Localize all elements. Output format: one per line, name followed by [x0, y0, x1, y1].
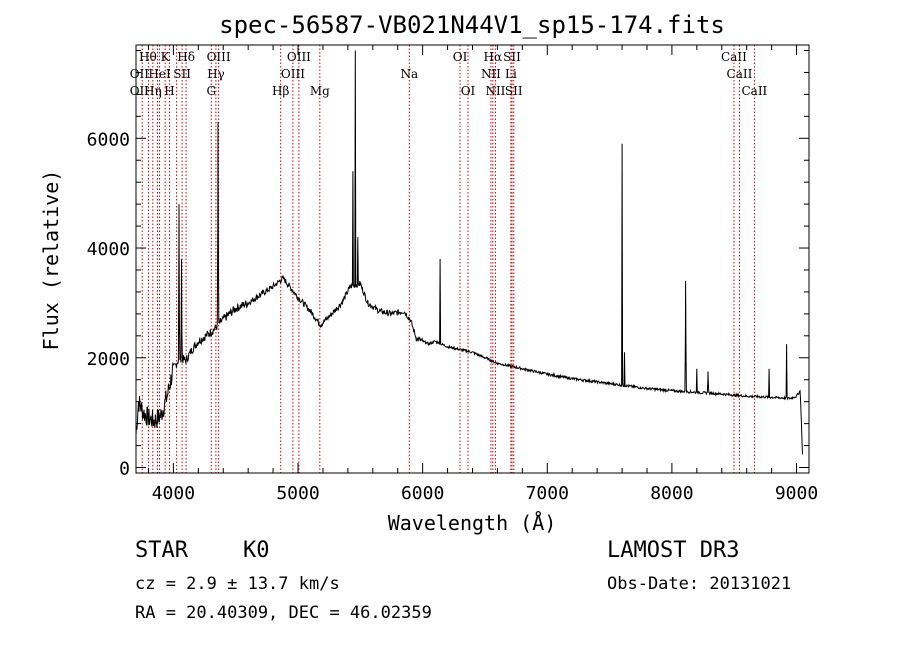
line-label: OIII	[287, 50, 311, 64]
line-label: Hδ	[177, 50, 195, 64]
line-label: OII	[130, 84, 150, 98]
line-label: OII	[130, 67, 150, 81]
x-tick-label: 4000	[152, 483, 195, 504]
line-label: HeI	[148, 67, 171, 81]
line-label: Hα	[484, 50, 503, 64]
line-label: Hβ	[272, 84, 289, 98]
line-label: SII	[505, 84, 523, 98]
spectrum-series	[135, 50, 803, 455]
x-axis-label: Wavelength (Å)	[388, 511, 557, 535]
y-axis: 0 2000 4000 6000	[87, 49, 809, 480]
line-label: CaII	[721, 50, 747, 64]
y-tick-label: 4000	[87, 239, 130, 260]
line-label: G	[206, 84, 216, 98]
line-label: OI	[453, 50, 468, 64]
line-label: Hθ	[139, 50, 157, 64]
line-label: NII	[485, 84, 505, 98]
line-label: NII	[481, 67, 501, 81]
redshift-velocity: cz = 2.9 ± 13.7 km/s	[135, 574, 340, 594]
y-tick-label: 2000	[87, 349, 130, 370]
x-tick-label: 5000	[276, 483, 319, 504]
line-label: H	[164, 84, 174, 98]
line-label: Na	[400, 67, 418, 81]
line-label: CaII	[727, 67, 753, 81]
object-class: STAR	[135, 538, 188, 563]
x-tick-label: 9000	[775, 483, 818, 504]
survey-name: LAMOST DR3	[607, 538, 740, 563]
y-axis-label: Flux (relative)	[39, 170, 63, 351]
chart-title: spec-56587-VB021N44V1_sp15-174.fits	[219, 11, 725, 39]
y-tick-label: 0	[119, 459, 130, 480]
spectrum-figure: spec-56587-VB021N44V1_sp15-174.fits Hθ K H…	[39, 11, 818, 535]
plot-frame	[135, 44, 810, 474]
spectrum-line	[135, 50, 803, 455]
y-tick-label: 6000	[87, 129, 130, 150]
line-label: OI	[461, 84, 476, 98]
line-label: Li	[505, 67, 517, 81]
x-tick-label: 6000	[401, 483, 444, 504]
x-axis: 4000 5000 6000 7000 8000 9000	[147, 45, 818, 504]
line-label: SII	[173, 67, 191, 81]
x-tick-label: 8000	[650, 483, 693, 504]
sky-coordinates: RA = 20.40309, DEC = 46.02359	[135, 603, 432, 623]
line-label: Hη	[144, 84, 162, 98]
line-label: Mg	[310, 84, 330, 98]
object-subclass: K0	[243, 538, 270, 563]
line-label: SII	[503, 50, 521, 64]
line-label: OIII	[207, 50, 231, 64]
x-tick-label: 7000	[526, 483, 569, 504]
line-label: OIII	[281, 67, 305, 81]
line-label: K	[161, 50, 171, 64]
observation-date: Obs-Date: 20131021	[607, 574, 792, 594]
line-label: Hγ	[207, 67, 225, 81]
line-label: CaII	[741, 84, 767, 98]
line-markers	[141, 45, 755, 473]
